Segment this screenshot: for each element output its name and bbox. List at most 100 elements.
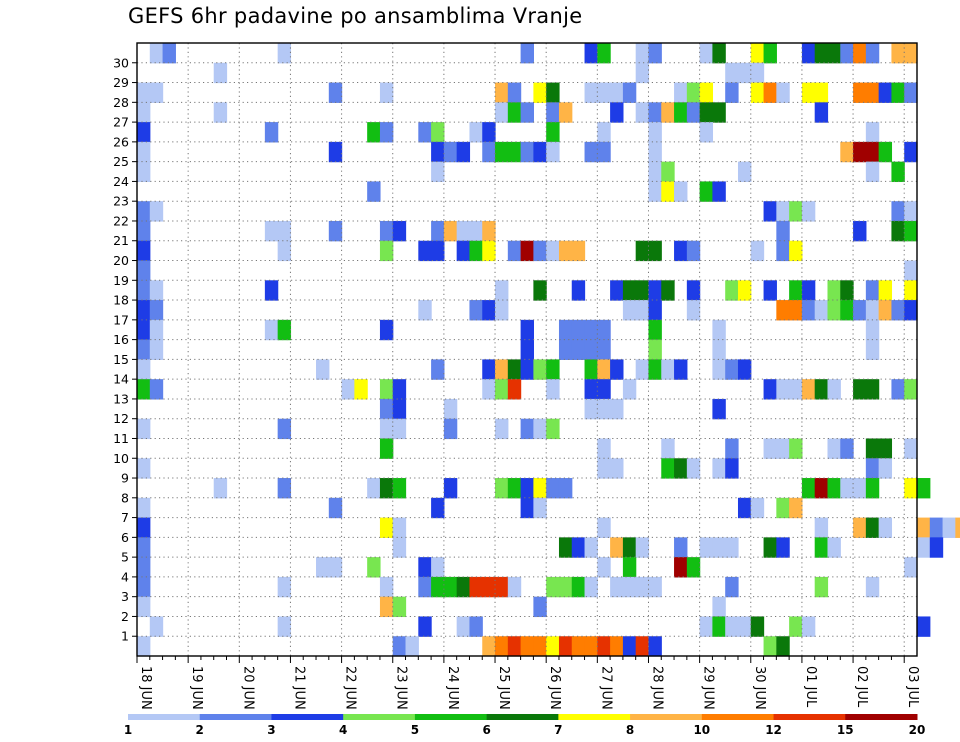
heatmap-cell-14-36 [597,359,611,380]
heatmap-cell-15-57 [865,339,880,360]
y-tick-label: 1 [121,629,129,644]
heatmap-cell-14-35 [584,359,598,380]
heatmap-cell-5-44 [699,537,714,558]
heatmap-cell-0-40 [648,636,662,657]
heatmap-cell-21-19 [379,220,394,242]
heatmap-cell-27-37 [610,102,624,123]
heatmap-cell-17-40 [648,300,662,321]
heatmap-cell-30-35 [584,43,598,64]
heatmap-cell-28-37 [610,82,624,103]
heatmap-cell-25-60 [904,141,918,163]
heatmap-cell-25-28 [495,141,509,163]
heatmap-cell-7-23 [431,497,445,519]
y-tick-label: 5 [121,550,129,565]
heatmap-cell-0-31 [533,636,547,657]
heatmap-cell-10-58 [878,438,893,459]
heatmap-cell-28-28 [495,82,509,103]
heatmap-cell-20-32 [546,240,560,262]
heatmap-cell-11-32 [546,418,560,440]
heatmap-cell-21-23 [431,220,445,242]
heatmap-cell-17-43 [686,300,701,321]
y-tick-label: 19 [113,273,129,288]
y-tick-label: 16 [113,332,129,347]
heatmap-cell-5-46 [725,537,739,558]
heatmap-cell-3-29 [507,576,522,598]
heatmap-cell-24-41 [661,161,675,183]
heatmap-cell-28-57 [865,82,880,103]
heatmap-cell-1-26 [469,616,483,637]
heatmap-cell-9-46 [725,458,739,479]
heatmap-cell-5-42 [674,537,688,558]
heatmap-cell-13-60 [904,379,918,400]
colorbar-segment [558,714,631,720]
heatmap-cell-20-39 [635,240,650,262]
heatmap-cell-26-23 [431,122,445,143]
heatmap-cell-0-37 [610,636,624,657]
heatmap-cell-23-18 [367,181,381,202]
heatmap-cell-18-38 [622,280,637,301]
heatmap-cell-18-31 [533,280,547,301]
heatmap-cell-18-43 [686,280,701,301]
heatmap-cell-18-51 [789,280,803,301]
heatmap-cell-21-26 [469,220,483,242]
heatmap-cell-7-31 [533,497,547,519]
heatmap-cell-14-47 [737,359,752,380]
heatmap-cell-2-20 [392,596,407,618]
heatmap-cell-10-49 [763,438,777,459]
heatmap-cell-10-55 [840,438,854,459]
colorbar-label: 3 [267,723,275,737]
heatmap-cell-25-31 [533,141,547,163]
heatmap-cell-13-1 [149,379,164,400]
heatmap-cell-22-51 [789,201,803,222]
heatmap-cell-16-40 [648,319,662,341]
heatmap-cell-26-18 [367,122,381,143]
heatmap-cell-0-0 [137,636,151,657]
heatmap-cell-30-30 [520,43,534,64]
heatmap-cell-8-54 [827,478,841,499]
heatmap-cell-13-29 [507,379,522,400]
heatmap-cell-13-38 [622,379,637,400]
heatmap-cell-5-37 [610,537,624,558]
heatmap-cell-8-55 [840,478,854,499]
heatmap-cell-11-24 [443,418,458,440]
heatmap-cell-16-19 [379,319,394,341]
heatmap-cell-18-52 [801,280,816,301]
heatmap-cell-18-0 [137,280,151,301]
heatmap-cell-24-57 [865,161,880,183]
heatmap-cell-26-57 [865,122,880,143]
heatmap-cell-3-35 [584,576,598,598]
heatmap-cell-3-46 [725,576,739,598]
heatmap-cell-28-1 [149,82,164,103]
colorbar-segment [486,714,559,720]
heatmap-cell-5-33 [558,537,573,558]
heatmap-cell-14-31 [533,359,547,380]
heatmap-cell-7-51 [789,497,803,519]
heatmap-cell-21-25 [456,220,471,242]
heatmap-cell-14-29 [507,359,522,380]
heatmap-cell-20-30 [520,240,534,262]
heatmap-cell-6-20 [392,517,407,538]
heatmap-cell-9-37 [610,458,624,479]
heatmap-cell-6-36 [597,517,611,538]
heatmap-cell-5-61 [917,537,931,558]
y-tick-label: 20 [113,253,129,268]
y-tick-label: 15 [113,352,129,367]
heatmap-cell-3-57 [865,576,880,598]
colorbar-segment [773,714,846,720]
colorbar-segment [701,714,775,720]
heatmap-cell-3-26 [469,576,483,598]
heatmap-cell-17-27 [482,300,496,321]
colorbar-label: 15 [837,723,854,737]
heatmap-cell-14-27 [482,359,496,380]
heatmap-cell-8-11 [277,478,292,499]
heatmap-cell-16-30 [520,319,534,341]
heatmap-cell-0-28 [495,636,509,657]
colorbar-label: 12 [765,723,782,737]
heatmap-cell-11-30 [520,418,534,440]
y-tick-label: 22 [113,213,129,228]
heatmap-cell-15-34 [571,339,586,360]
heatmap-cell-0-30 [520,636,534,657]
heatmap-cell-13-52 [801,379,816,400]
heatmap-cell-15-33 [558,339,573,360]
heatmap-cell-28-50 [776,82,790,103]
